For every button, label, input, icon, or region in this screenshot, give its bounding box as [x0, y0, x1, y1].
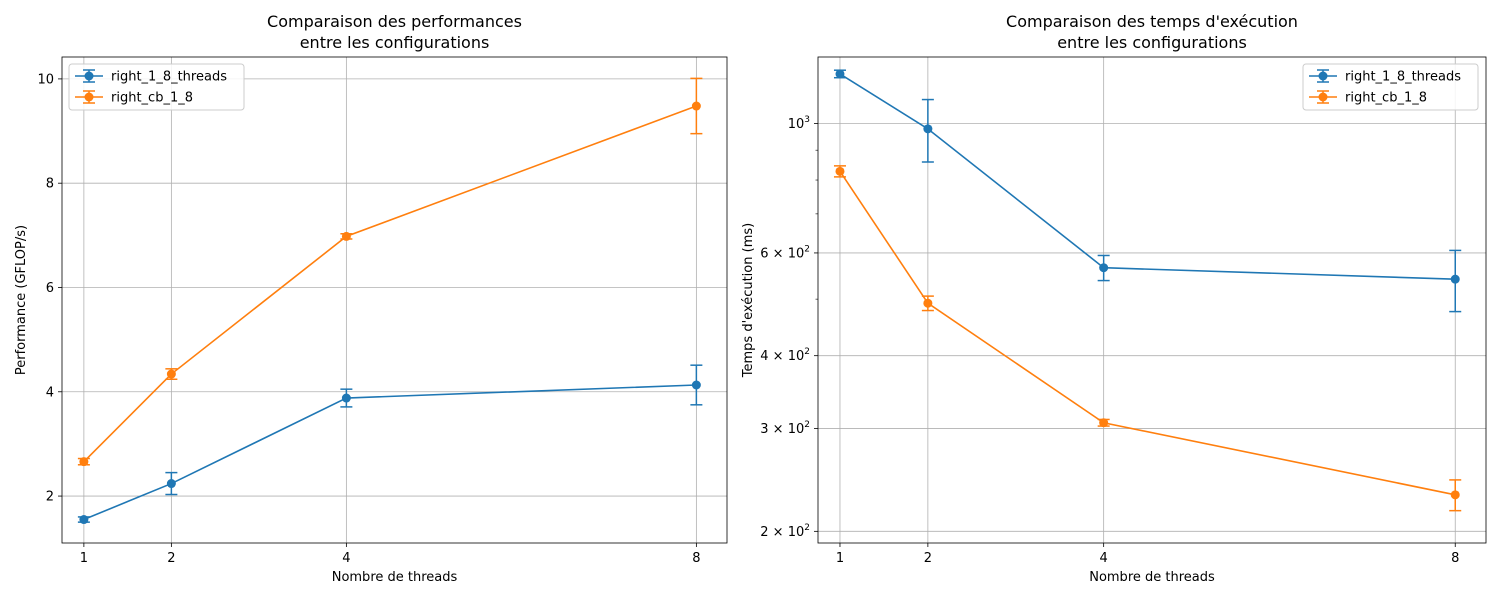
data-point [166, 369, 176, 379]
data-point [341, 393, 351, 403]
data-point [1450, 490, 1460, 500]
x-tick-label: 4 [1100, 551, 1108, 566]
data-point [79, 457, 89, 467]
y-tick-label: 2 × 102 [760, 523, 810, 540]
data-point [691, 380, 701, 390]
y-tick-label: 4 × 102 [760, 347, 810, 364]
x-axis-label: Nombre de threads [332, 570, 458, 585]
chart-title-line-2: entre les configurations [300, 33, 490, 52]
y-tick-label: 6 × 102 [760, 244, 810, 261]
legend-marker [1318, 71, 1328, 81]
y-tick-label: 103 [788, 115, 810, 132]
x-tick-label: 4 [342, 551, 350, 566]
legend-label: right_cb_1_8 [1345, 91, 1427, 106]
chart-title-line-1: Comparaison des performances [267, 12, 522, 31]
data-point [1099, 263, 1109, 273]
legend-marker [84, 71, 94, 81]
data-point [923, 124, 933, 134]
legend-label: right_1_8_threads [1345, 70, 1461, 85]
data-point [341, 231, 351, 241]
legend-marker [1318, 92, 1328, 102]
data-point [1099, 418, 1109, 428]
y-tick-label: 3 × 102 [760, 420, 810, 437]
data-point [1450, 274, 1460, 284]
y-axis-label: Temps d'exécution (ms) [741, 223, 756, 378]
x-tick-label: 2 [167, 551, 175, 566]
data-point [835, 69, 845, 79]
legend-label: right_1_8_threads [111, 70, 227, 85]
x-tick-label: 2 [924, 551, 932, 566]
y-tick-label: 4 [46, 385, 54, 400]
data-point [166, 479, 176, 489]
y-tick-label: 10 [37, 72, 54, 87]
chart-title-line-2: entre les configurations [1057, 33, 1247, 52]
y-tick-label: 2 [46, 490, 54, 505]
legend-box [68, 63, 245, 111]
axes-frame [61, 56, 728, 544]
legend-box [1302, 63, 1479, 111]
chart-title-line-1: Comparaison des temps d'exécution [1006, 12, 1298, 31]
axes-frame [817, 56, 1487, 544]
y-tick-label: 8 [46, 177, 54, 192]
x-tick-label: 8 [1451, 551, 1459, 566]
y-axis-label: Performance (GFLOP/s) [14, 225, 29, 375]
series-line-0 [839, 73, 1456, 280]
series-line-0 [83, 384, 697, 521]
data-point [691, 101, 701, 111]
series-line-1 [839, 170, 1456, 496]
chart-performance: Comparaison des performances entre les co… [14, 12, 728, 585]
legend-marker [84, 92, 94, 102]
x-tick-label: 8 [692, 551, 700, 566]
chart-execution-time: Comparaison des temps d'exécution entre l… [741, 12, 1487, 585]
x-tick-label: 1 [836, 551, 844, 566]
series-line-1 [83, 105, 697, 463]
data-point [923, 298, 933, 308]
x-tick-label: 1 [80, 551, 88, 566]
legend-label: right_cb_1_8 [111, 91, 193, 106]
x-axis-label: Nombre de threads [1089, 570, 1215, 585]
data-point [79, 515, 89, 525]
data-point [835, 166, 845, 176]
y-tick-label: 6 [46, 281, 54, 296]
